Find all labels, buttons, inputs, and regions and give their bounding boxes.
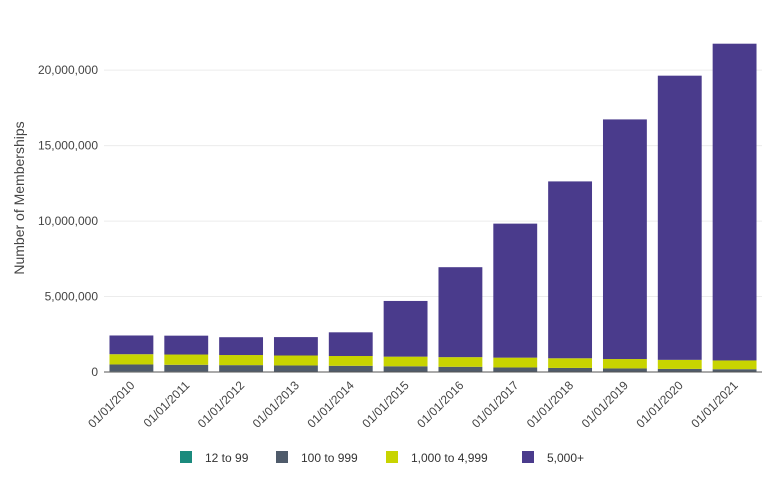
legend-swatch — [386, 451, 398, 463]
bar-segment — [603, 119, 647, 359]
bar-segment — [109, 335, 153, 354]
bar-segment — [384, 301, 428, 357]
bar-segment — [603, 368, 647, 371]
bar-stack — [164, 336, 208, 372]
legend-label: 5,000+ — [547, 451, 584, 465]
bar-segment — [329, 332, 373, 356]
y-tick-label: 15,000,000 — [38, 139, 98, 153]
bar-stack — [548, 181, 592, 372]
bar-segment — [493, 224, 537, 358]
bar-segment — [438, 367, 482, 372]
bar-segment — [384, 366, 428, 371]
bar-segment — [219, 365, 263, 371]
bar-stack — [329, 332, 373, 372]
x-tick-label: 01/01/2020 — [634, 378, 687, 431]
legend-item[interactable]: 1,000 to 4,999 — [386, 451, 488, 465]
legend-label: 1,000 to 4,999 — [411, 451, 488, 465]
bar-segment — [713, 360, 757, 369]
x-tick-label: 01/01/2016 — [414, 378, 467, 431]
bar-segment — [658, 360, 702, 369]
bar-stack — [109, 335, 153, 372]
x-tick-label: 01/01/2013 — [250, 378, 303, 431]
legend-item[interactable]: 5,000+ — [522, 451, 584, 465]
bar-segment — [438, 267, 482, 357]
bar-segment — [274, 365, 318, 371]
bar-segment — [219, 337, 263, 355]
bar-stack — [603, 119, 647, 372]
x-tick-label: 01/01/2015 — [359, 378, 412, 431]
legend-swatch — [276, 451, 288, 463]
legend-label: 12 to 99 — [205, 451, 249, 465]
legend-label: 100 to 999 — [301, 451, 358, 465]
bar-segment — [329, 366, 373, 372]
y-tick-label: 0 — [91, 365, 98, 379]
x-tick-label: 01/01/2021 — [688, 378, 741, 431]
legend-swatch — [522, 451, 534, 463]
y-axis-title: Number of Memberships — [11, 121, 27, 274]
y-tick-label: 5,000,000 — [45, 290, 99, 304]
bar-segment — [658, 76, 702, 360]
legend-swatch — [180, 451, 192, 463]
bar-segment — [493, 358, 537, 368]
bar-segment — [548, 358, 592, 368]
x-tick-label: 01/01/2019 — [579, 378, 632, 431]
bar-segment — [438, 357, 482, 367]
y-tick-labels: 0 5,000,000 10,000,000 15,000,000 20,000,000 — [38, 63, 98, 379]
bar-segment — [713, 369, 757, 372]
y-tick-label: 10,000,000 — [38, 214, 98, 228]
bar-segment — [274, 356, 318, 366]
legend-item[interactable]: 12 to 99 — [180, 451, 249, 465]
y-tick-label: 20,000,000 — [38, 63, 98, 77]
bar-stack — [274, 337, 318, 372]
legend-item[interactable]: 100 to 999 — [276, 451, 358, 465]
x-tick-label: 01/01/2012 — [195, 378, 248, 431]
x-tick-label: 01/01/2017 — [469, 378, 522, 431]
bar-stack — [493, 224, 537, 372]
bar-stack — [219, 337, 263, 372]
bar-segment — [164, 336, 208, 355]
bars — [109, 44, 756, 372]
x-tick-label: 01/01/2011 — [141, 378, 193, 430]
x-tick-label: 01/01/2010 — [85, 378, 138, 431]
x-tick-label: 01/01/2014 — [305, 378, 358, 431]
bar-segment — [493, 367, 537, 371]
bar-segment — [548, 368, 592, 372]
bar-stack — [438, 267, 482, 372]
bar-segment — [658, 369, 702, 372]
bar-segment — [329, 356, 373, 366]
legend: 12 to 99 100 to 999 1,000 to 4,999 5,000+ — [180, 451, 584, 465]
bar-segment — [713, 44, 757, 361]
bar-segment — [274, 337, 318, 355]
x-tick-label: 01/01/2018 — [524, 378, 577, 431]
bar-stack — [713, 44, 757, 372]
bar-stack — [384, 301, 428, 372]
bar-segment — [109, 354, 153, 364]
bar-segment — [603, 359, 647, 368]
bar-segment — [219, 355, 263, 365]
bar-segment — [384, 357, 428, 367]
bar-segment — [164, 355, 208, 365]
bar-segment — [109, 364, 153, 371]
bar-stack — [658, 76, 702, 372]
bar-segment — [164, 365, 208, 372]
bar-segment — [548, 181, 592, 358]
